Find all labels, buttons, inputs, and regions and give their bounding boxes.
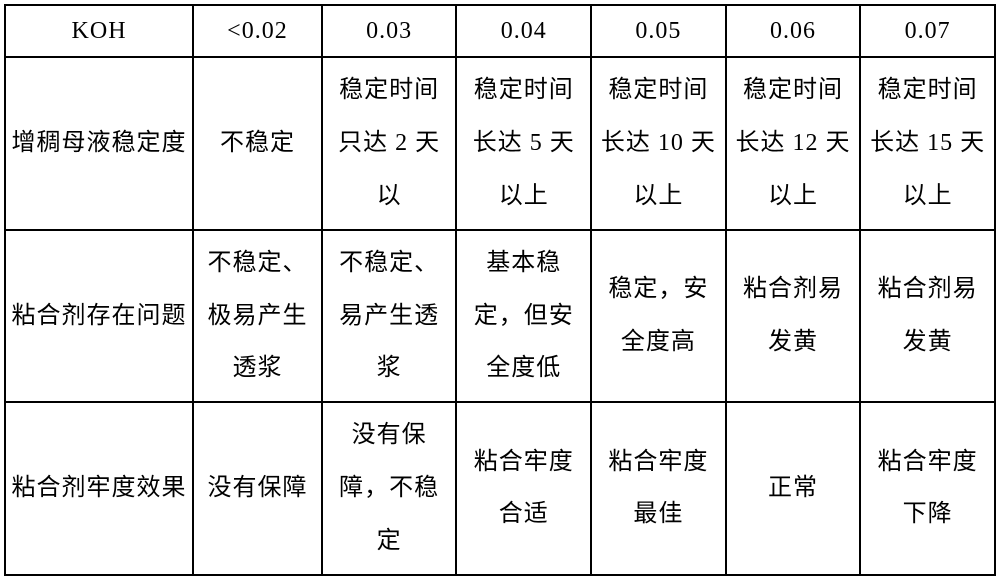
row-cell: 不稳定 [193,57,322,229]
data-table-wrapper: KOH <0.02 0.03 0.04 0.05 0.06 0.07 增稠母液稳… [0,0,1000,558]
header-cell-c4: 0.05 [591,5,726,57]
row-label: 粘合剂牢度效果 [5,402,193,574]
header-cell-c1: <0.02 [193,5,322,57]
table-row: 增稠母液稳定度 不稳定 稳定时间只达 2 天以 稳定时间长达 5 天以上 稳定时… [5,57,995,229]
row-label: 增稠母液稳定度 [5,57,193,229]
row-cell: 粘合牢度最佳 [591,402,726,574]
row-cell: 粘合剂易发黄 [860,230,995,402]
row-cell: 没有保障，不稳定 [322,402,457,574]
header-cell-c6: 0.07 [860,5,995,57]
data-table: KOH <0.02 0.03 0.04 0.05 0.06 0.07 增稠母液稳… [4,4,996,576]
row-cell: 稳定时间长达 12 天以上 [726,57,861,229]
row-cell: 稳定，安全度高 [591,230,726,402]
row-cell: 粘合剂易发黄 [726,230,861,402]
row-cell: 稳定时间长达 15 天以上 [860,57,995,229]
row-cell: 粘合牢度合适 [456,402,591,574]
row-cell: 正常 [726,402,861,574]
table-header-row: KOH <0.02 0.03 0.04 0.05 0.06 0.07 [5,5,995,57]
table-row: 粘合剂存在问题 不稳定、极易产生透浆 不稳定、易产生透浆 基本稳定，但安全度低 … [5,230,995,402]
row-cell: 基本稳定，但安全度低 [456,230,591,402]
header-cell-c5: 0.06 [726,5,861,57]
row-cell: 粘合牢度下降 [860,402,995,574]
row-cell: 稳定时间长达 10 天以上 [591,57,726,229]
header-cell-c3: 0.04 [456,5,591,57]
row-cell: 稳定时间长达 5 天以上 [456,57,591,229]
header-cell-c2: 0.03 [322,5,457,57]
table-row: 粘合剂牢度效果 没有保障 没有保障，不稳定 粘合牢度合适 粘合牢度最佳 正常 粘… [5,402,995,574]
row-label: 粘合剂存在问题 [5,230,193,402]
header-cell-label: KOH [5,5,193,57]
row-cell: 不稳定、极易产生透浆 [193,230,322,402]
row-cell: 不稳定、易产生透浆 [322,230,457,402]
row-cell: 稳定时间只达 2 天以 [322,57,457,229]
row-cell: 没有保障 [193,402,322,574]
